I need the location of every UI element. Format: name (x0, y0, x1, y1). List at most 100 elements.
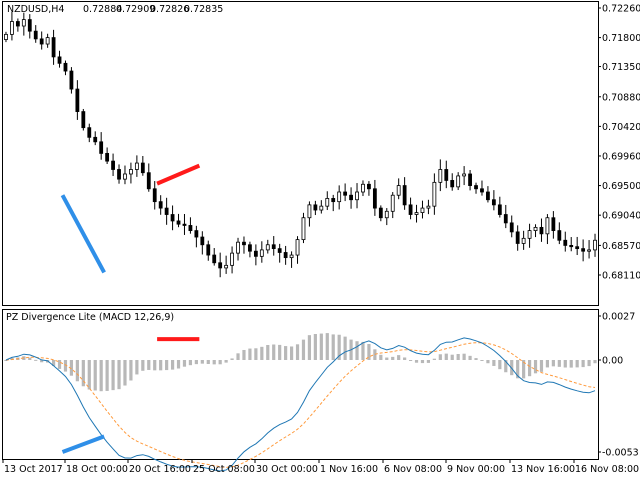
candle-bear (576, 247, 579, 249)
macd-histogram-bar (492, 360, 495, 366)
macd-histogram-bar (344, 337, 347, 360)
candle-bull (356, 192, 359, 200)
macd-histogram-bar (486, 360, 489, 363)
candle-bull (463, 174, 466, 176)
macd-histogram-bar (534, 360, 537, 373)
candle-bull (135, 163, 138, 169)
macd-histogram-bar (409, 360, 412, 361)
candle-bull (588, 250, 591, 251)
macd-histogram-bar (225, 360, 228, 363)
candle-bear (486, 192, 489, 200)
macd-histogram-bar (106, 360, 109, 391)
candle-bull (129, 169, 132, 174)
macd-histogram-bar (421, 360, 424, 363)
time-tick-label: 16 Nov 08:00 (575, 464, 639, 475)
macd-histogram-bar (260, 347, 263, 360)
candle-bull (528, 231, 531, 239)
candle-bear (570, 245, 573, 246)
price-tick-label: 0.69040 (602, 211, 640, 222)
macd-histogram-bar (552, 360, 555, 366)
candle-bear (171, 215, 174, 221)
macd-histogram-bar (326, 333, 329, 360)
macd-histogram-bar (141, 360, 144, 371)
macd-histogram-bar (135, 360, 138, 374)
macd-histogram-bar (582, 360, 585, 367)
macd-histogram-bar (320, 334, 323, 360)
candle-bull (415, 213, 418, 215)
macd-histogram-bar (183, 360, 186, 367)
macd-histogram-bar (480, 360, 483, 361)
macd-histogram-bar (159, 360, 162, 370)
price-tick-label: 0.70420 (602, 122, 640, 133)
macd-histogram-bar (439, 354, 442, 360)
candle-bull (10, 22, 13, 35)
candle-bear (344, 192, 347, 195)
time-tick-label: 20 Oct 16:00 (129, 464, 191, 475)
candle-bear (64, 63, 67, 71)
macd-histogram-bar (546, 360, 549, 367)
macd-histogram-bar (451, 355, 454, 360)
macd-histogram-bar (88, 360, 91, 390)
time-tick-label: 13 Nov 16:00 (511, 464, 575, 475)
candle-bull (260, 250, 263, 256)
time-tick-label: 18 Oct 00:00 (66, 464, 128, 475)
candle-bear (540, 227, 543, 233)
candle-bear (254, 251, 257, 256)
candle-bull (522, 238, 525, 243)
candle-bear (213, 255, 216, 263)
candle-bull (397, 186, 400, 196)
candle-bear (16, 22, 19, 27)
macd-histogram-bar (177, 360, 180, 369)
candle-bull (46, 38, 49, 44)
macd-histogram-bar (593, 360, 596, 363)
macd-histogram-bar (129, 360, 132, 380)
candle-bear (451, 180, 454, 186)
macd-histogram-bar (433, 359, 436, 360)
macd-histogram-bar (361, 342, 364, 360)
macd-histogram-bar (266, 345, 269, 360)
candle-bear (480, 189, 483, 192)
macd-histogram-bar (76, 360, 79, 381)
price-tick-label: 0.72260 (602, 4, 640, 15)
candle-bear (183, 224, 186, 225)
candle-bull (225, 265, 228, 268)
macd-histogram-bar (111, 360, 114, 390)
candle-bear (248, 245, 251, 251)
macd-tick-label: 0.00 (602, 356, 623, 367)
macd-histogram-bar (528, 360, 531, 376)
candle-bear (106, 153, 109, 161)
macd-histogram-bar (403, 357, 406, 360)
price-tick-label: 0.68110 (602, 271, 640, 282)
macd-histogram-bar (213, 360, 216, 364)
candle-bull (391, 195, 394, 211)
macd-histogram-bar (540, 360, 543, 372)
candle-bull (22, 20, 25, 26)
candle-bull (594, 240, 597, 250)
macd-histogram-bar (123, 360, 126, 386)
candle-bear (88, 128, 91, 138)
macd-histogram-bar (171, 360, 174, 370)
price-tick-label: 0.69960 (602, 151, 640, 162)
macd-histogram-bar (397, 355, 400, 360)
candle-bear (100, 142, 103, 154)
macd-histogram-bar (415, 360, 418, 363)
macd-histogram-bar (463, 354, 466, 360)
macd-histogram-bar (284, 346, 287, 360)
candle-bull (421, 208, 424, 213)
price-tick-label: 0.69500 (602, 181, 640, 192)
candle-bear (94, 137, 97, 142)
macd-histogram-bar (498, 360, 501, 369)
candle-bear (564, 240, 567, 245)
ohlc-close: 0.72835 (184, 4, 223, 15)
macd-histogram-bar (468, 356, 471, 360)
candle-bear (40, 39, 43, 44)
candle-bull (302, 218, 305, 240)
candle-bear (219, 263, 222, 268)
candle-bear (516, 232, 519, 244)
time-tick-label: 25 Oct 08:00 (193, 464, 255, 475)
candle-bear (409, 205, 412, 215)
candle-bear (141, 163, 144, 173)
macd-histogram-bar (34, 360, 37, 361)
